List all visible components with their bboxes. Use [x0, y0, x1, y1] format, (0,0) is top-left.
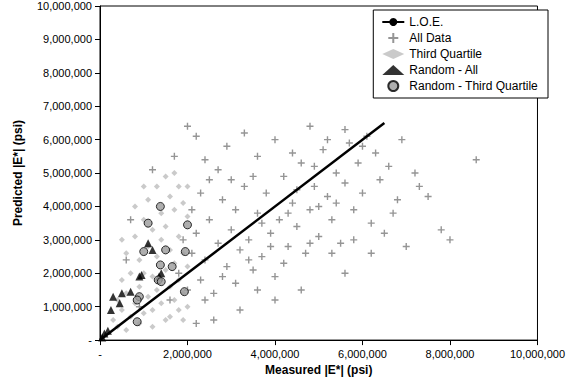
- svg-text:6,000,000: 6,000,000: [43, 134, 92, 146]
- svg-text:-: -: [98, 348, 102, 360]
- svg-text:10,000,000: 10,000,000: [510, 348, 565, 360]
- svg-text:7,000,000: 7,000,000: [43, 100, 92, 112]
- svg-text:1,000,000: 1,000,000: [43, 301, 92, 313]
- svg-text:10,000,000: 10,000,000: [37, 0, 92, 12]
- svg-text:6,000,000: 6,000,000: [338, 348, 387, 360]
- svg-text:Third Quartile: Third Quartile: [409, 47, 482, 61]
- svg-text:3,000,000: 3,000,000: [43, 234, 92, 246]
- svg-text:4,000,000: 4,000,000: [43, 200, 92, 212]
- svg-text:Random - All: Random - All: [409, 63, 478, 77]
- svg-text:Random - Third Quartile: Random - Third Quartile: [409, 79, 538, 93]
- svg-text:All Data: All Data: [409, 31, 451, 45]
- svg-text:Measured |E*| (psi): Measured |E*| (psi): [265, 363, 372, 377]
- svg-text:-: -: [88, 334, 92, 346]
- svg-text:2,000,000: 2,000,000: [43, 267, 92, 279]
- svg-text:4,000,000: 4,000,000: [251, 348, 300, 360]
- svg-text:8,000,000: 8,000,000: [43, 67, 92, 79]
- svg-text:9,000,000: 9,000,000: [43, 33, 92, 45]
- svg-text:5,000,000: 5,000,000: [43, 167, 92, 179]
- svg-text:Predicted |E*| (psi): Predicted |E*| (psi): [11, 120, 25, 226]
- svg-text:L.O.E.: L.O.E.: [409, 15, 443, 29]
- svg-text:2,000,000: 2,000,000: [163, 348, 212, 360]
- svg-text:8,000,000: 8,000,000: [426, 348, 475, 360]
